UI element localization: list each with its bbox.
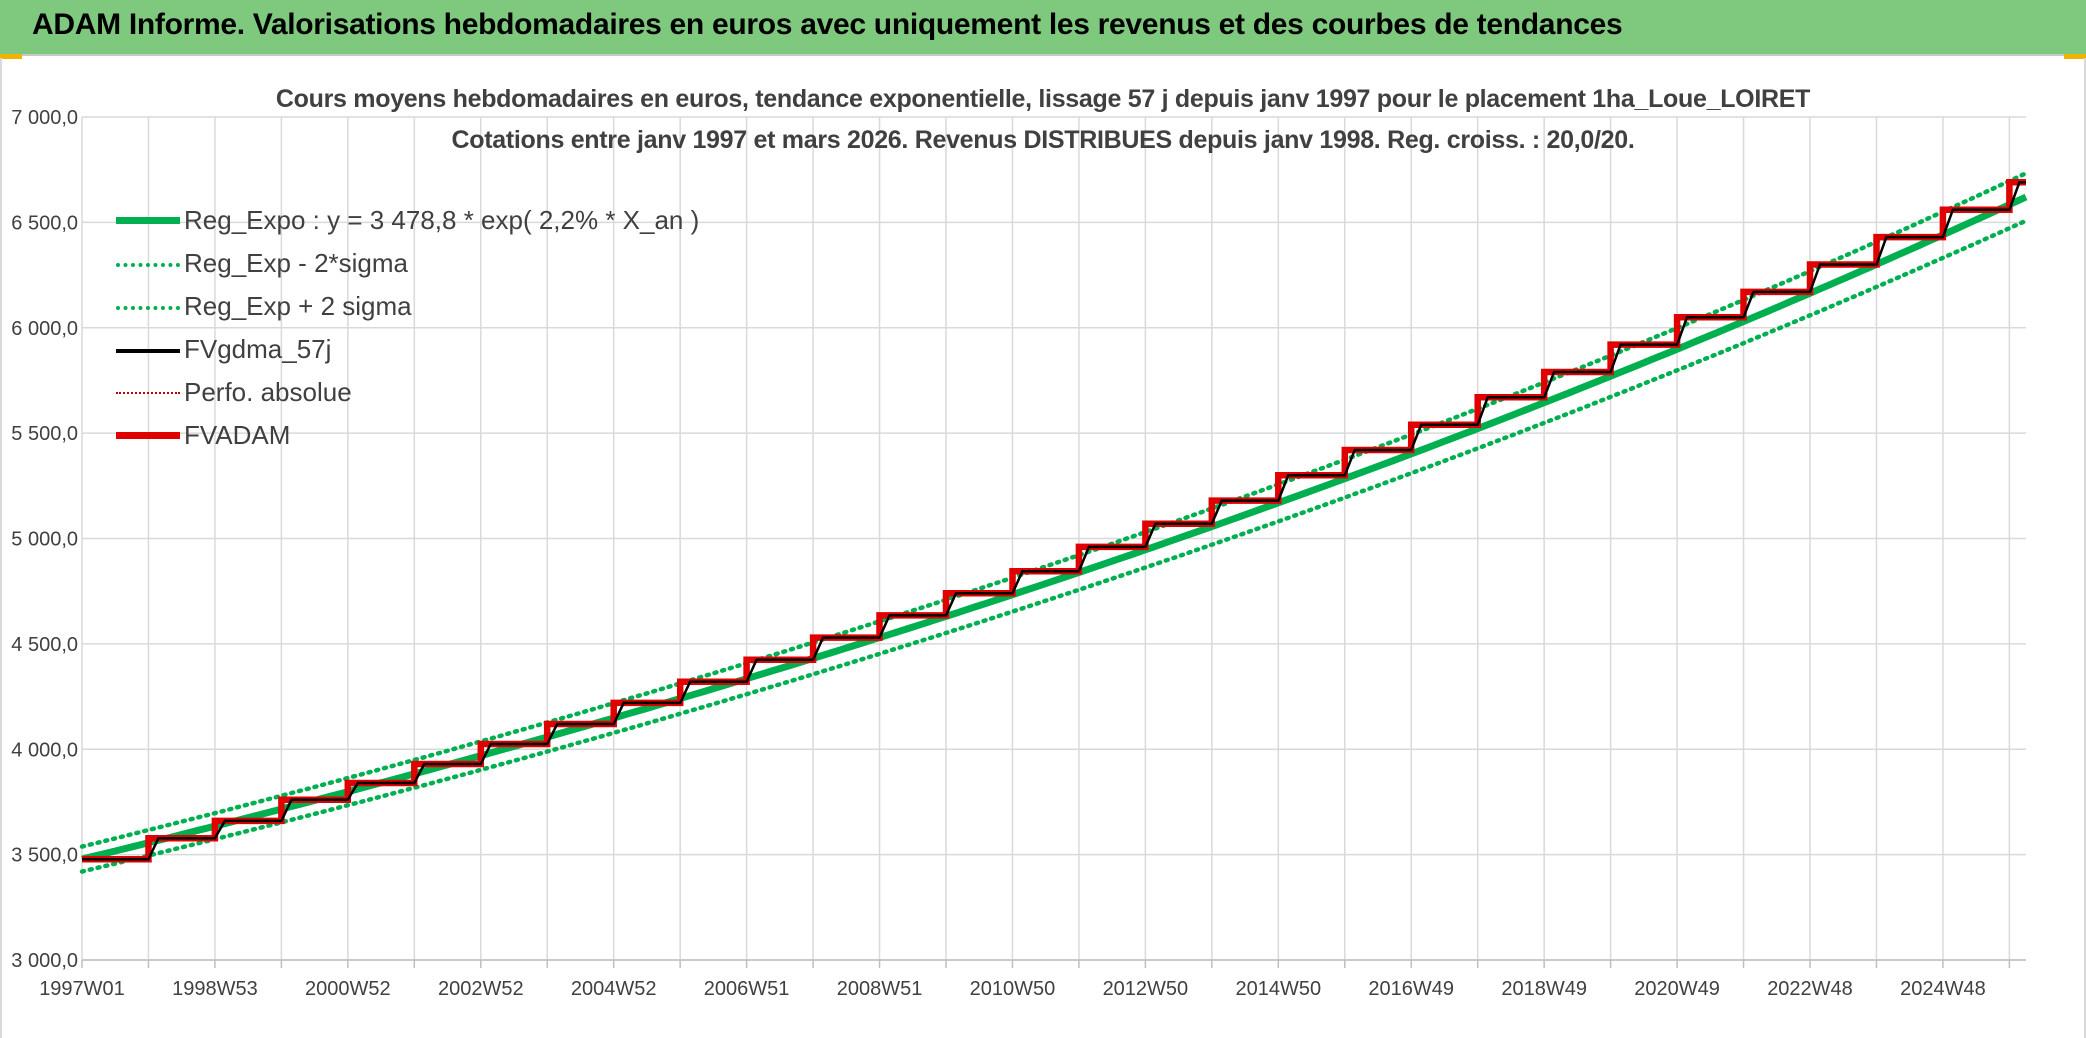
x-tick-label: 2016W49 bbox=[1368, 978, 1454, 1000]
legend-label-reg-plus: Reg_Exp + 2 sigma bbox=[184, 291, 412, 321]
y-tick-label: 3 500,0 bbox=[11, 845, 78, 867]
y-tick-label: 5 500,0 bbox=[11, 423, 78, 445]
legend-swatch-perfo bbox=[116, 392, 180, 394]
series-reg-expo-line bbox=[81, 193, 2028, 863]
x-tick-label: 2008W51 bbox=[837, 978, 923, 1000]
legend-swatch-reg-expo bbox=[116, 217, 180, 224]
y-tick-label: 6 000,0 bbox=[11, 318, 78, 340]
x-tick-label: 2002W52 bbox=[438, 978, 524, 1000]
chart-subtitle: Cotations entre janv 1997 et mars 2026. … bbox=[451, 126, 1635, 154]
corner-marker-left bbox=[0, 54, 22, 59]
legend-swatch-reg-plus bbox=[116, 306, 180, 310]
x-tick-label: 1998W53 bbox=[172, 978, 258, 1000]
chart-grid bbox=[81, 116, 2026, 961]
x-tick-label: 2012W50 bbox=[1103, 978, 1189, 1000]
y-tick-label: 5 000,0 bbox=[11, 529, 78, 551]
x-tick-label: 2004W52 bbox=[571, 978, 657, 1000]
x-tick-label: 2018W49 bbox=[1501, 978, 1587, 1000]
series-fvadam-line bbox=[82, 179, 2026, 863]
x-tick-label: 2024W48 bbox=[1900, 978, 1986, 1000]
x-tick-label: 2022W48 bbox=[1767, 978, 1853, 1000]
x-tick-label: 1997W01 bbox=[39, 978, 125, 1000]
chart-frame bbox=[0, 58, 2086, 1038]
y-tick-label: 7 000,0 bbox=[11, 107, 78, 129]
chart-title: Cours moyens hebdomadaires en euros, ten… bbox=[275, 85, 1811, 113]
legend-label-reg-minus: Reg_Exp - 2*sigma bbox=[184, 248, 408, 278]
legend-swatch-fvgdma bbox=[116, 349, 180, 353]
x-tick-label: 2010W50 bbox=[970, 978, 1056, 1000]
series-reg-minus-line bbox=[79, 218, 2029, 874]
y-tick-label: 4 500,0 bbox=[11, 634, 78, 656]
legend-label-perfo: Perfo. absolue bbox=[184, 377, 352, 407]
x-tick-label: 2006W51 bbox=[704, 978, 790, 1000]
plot-area bbox=[79, 170, 2029, 874]
legend-swatch-reg-minus bbox=[116, 263, 180, 267]
series-perfo-line bbox=[82, 181, 2026, 861]
y-tick-label: 3 000,0 bbox=[11, 950, 78, 972]
legend-label-fvgdma: FVgdma_57j bbox=[184, 334, 332, 364]
x-axis: 1997W01 1998W53 2000W52 2002W52 2004W52 2006W… bbox=[39, 959, 2026, 1000]
legend-label-fvadam: FVADAM bbox=[184, 420, 291, 450]
legend-label-reg-expo: Reg_Expo : y = 3 478,8 * exp( 2,2% * X_a… bbox=[184, 205, 700, 235]
report-title: ADAM Informe. Valorisations hebdomadaire… bbox=[32, 8, 1623, 41]
y-tick-label: 6 500,0 bbox=[11, 212, 78, 234]
y-tick-label: 4 000,0 bbox=[11, 739, 78, 761]
x-tick-label: 2014W50 bbox=[1235, 978, 1321, 1000]
x-tick-label: 2020W49 bbox=[1634, 978, 1720, 1000]
legend-swatch-fvadam bbox=[116, 432, 180, 439]
y-axis: 3 000,0 3 500,0 4 000,0 4 500,0 5 000,0 5 500… bbox=[11, 107, 78, 972]
report-banner: ADAM Informe. Valorisations hebdomadaire… bbox=[0, 0, 2086, 56]
series-fvgdma-line bbox=[82, 181, 2026, 861]
corner-marker-right bbox=[2064, 54, 2086, 59]
x-tick-label: 2000W52 bbox=[305, 978, 391, 1000]
